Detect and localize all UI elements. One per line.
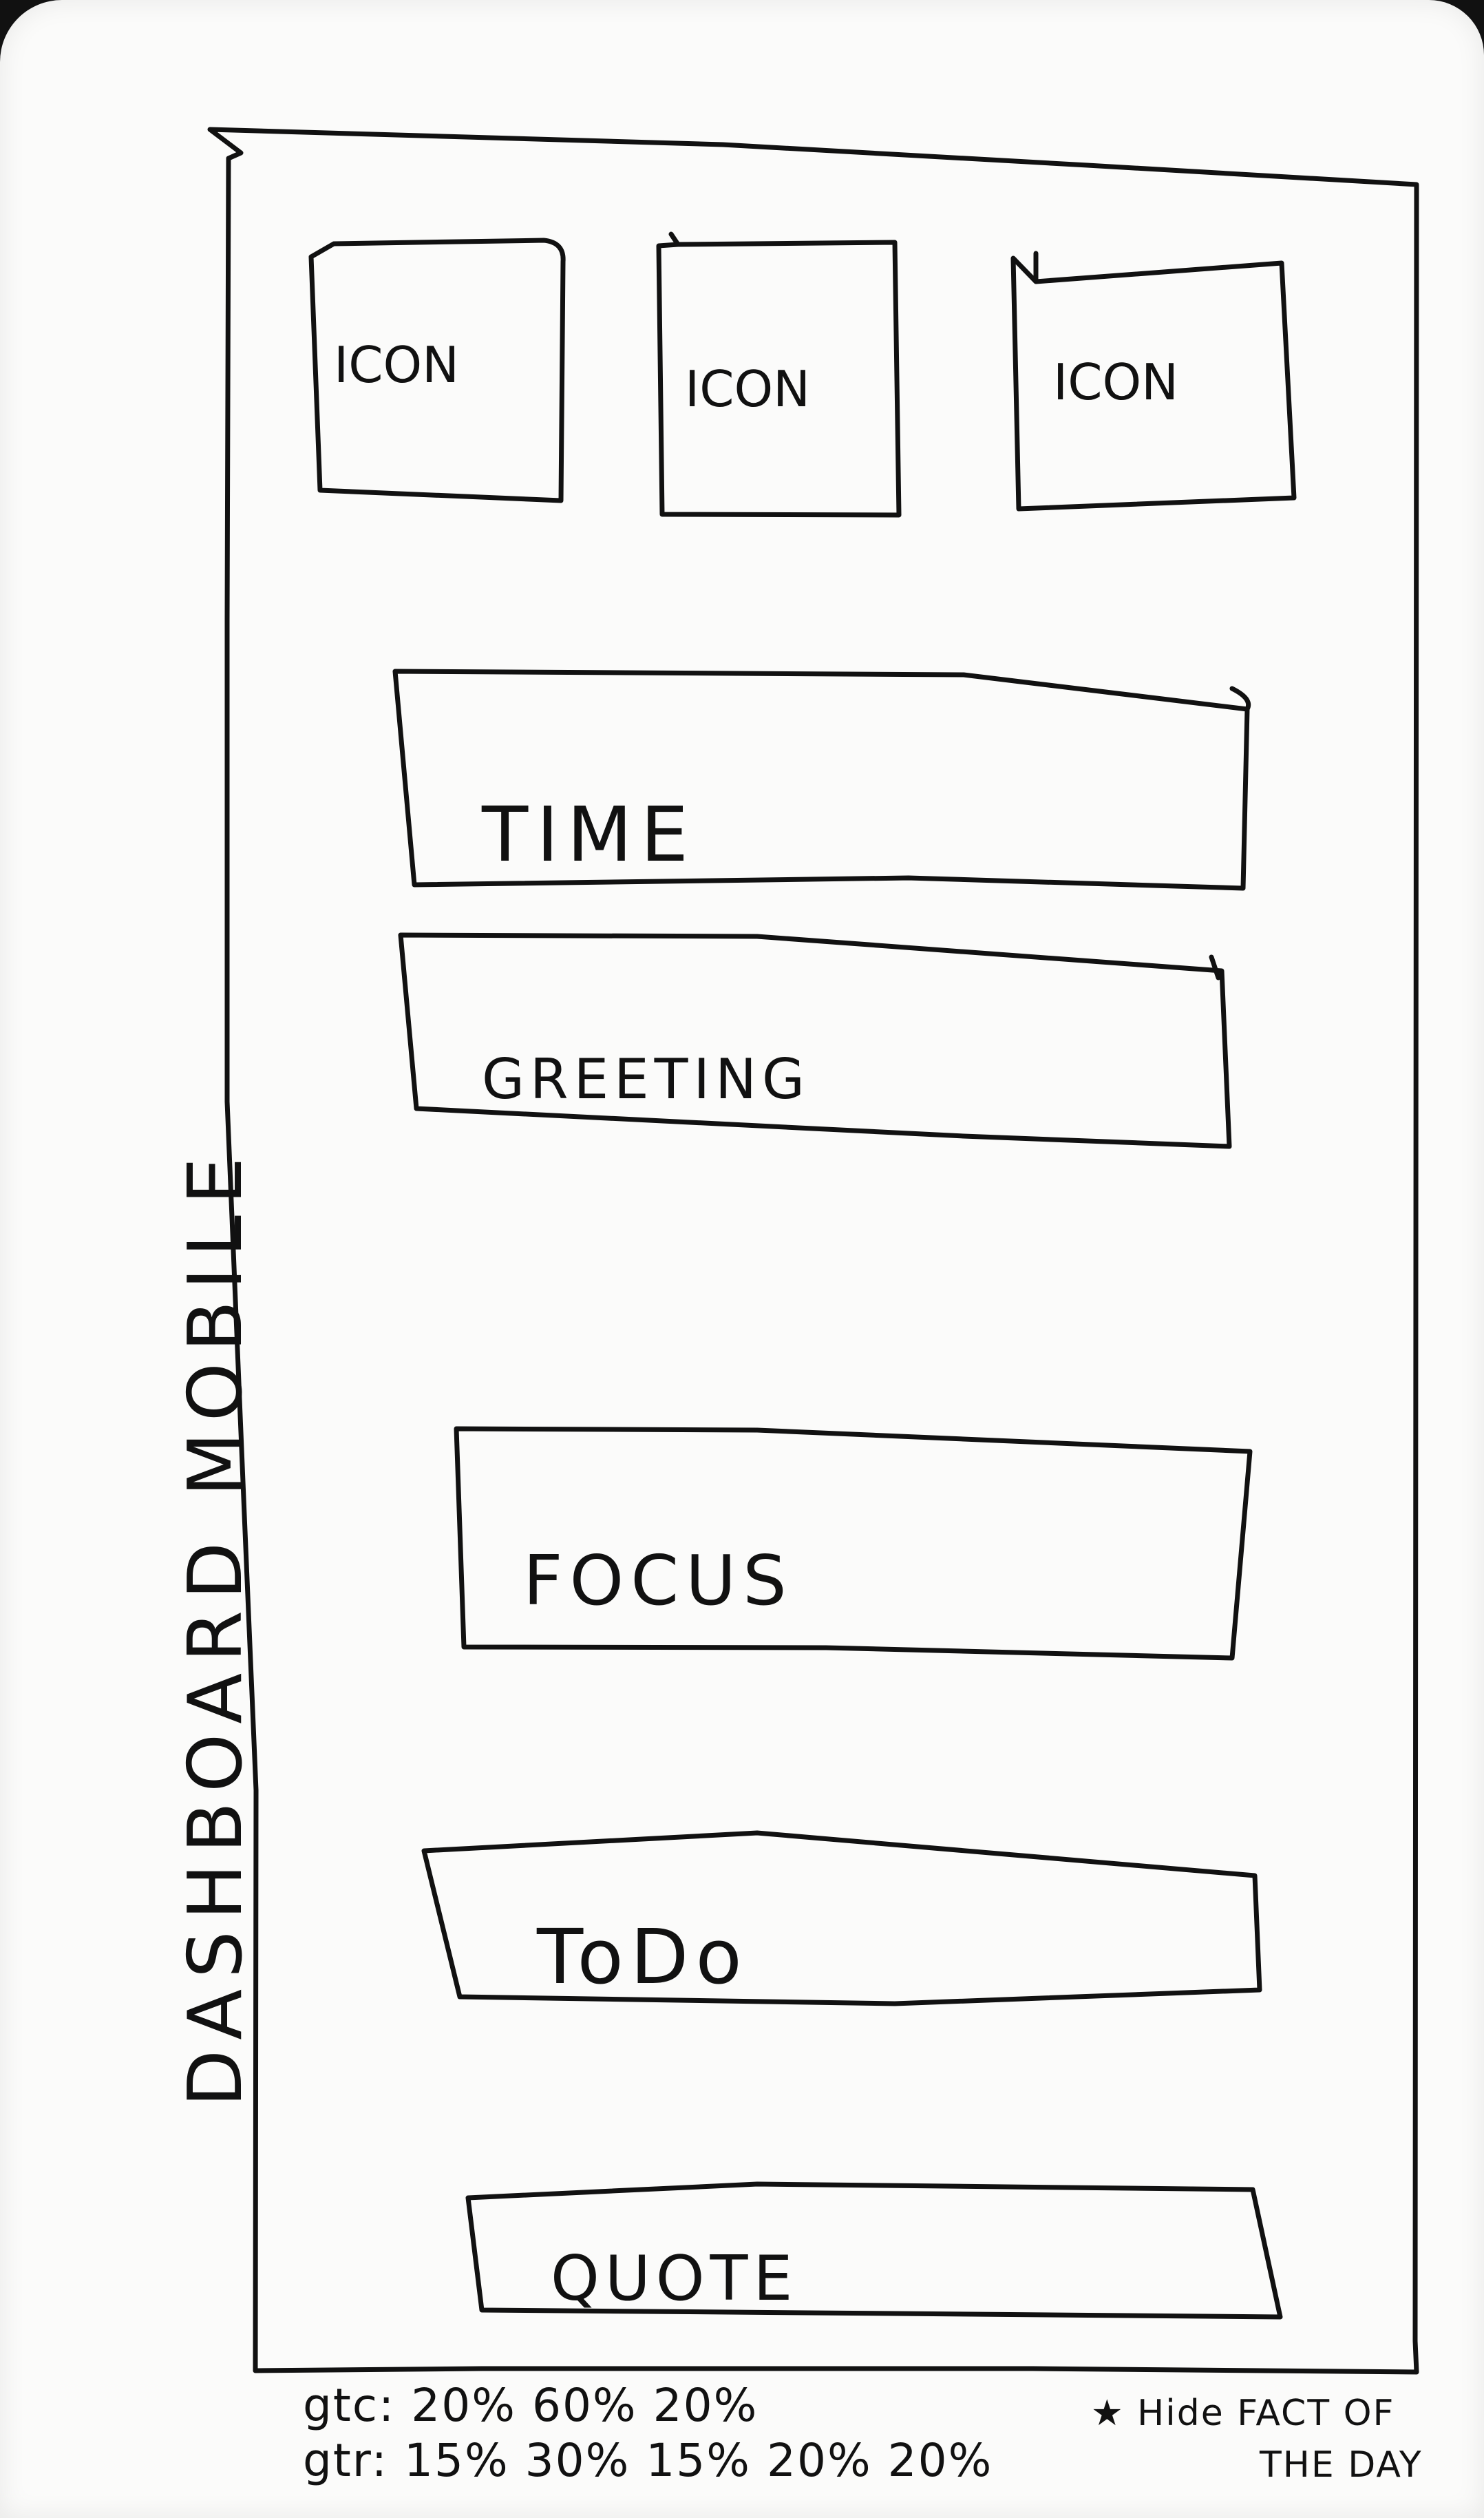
hide-fact-note-line2: THE DAY bbox=[1260, 2444, 1423, 2486]
time-box bbox=[392, 669, 1251, 891]
icon-label-3: ICON bbox=[1053, 353, 1178, 411]
gtr-note: gtr: 15% 30% 15% 20% 20% bbox=[303, 2434, 993, 2487]
greeting-box bbox=[398, 932, 1232, 1149]
gtc-note: gtc: 20% 60% 20% bbox=[303, 2379, 759, 2432]
greeting-label: GREETING bbox=[482, 1047, 810, 1111]
quote-label: QUOTE bbox=[551, 2243, 798, 2315]
focus-label: FOCUS bbox=[523, 1540, 794, 1621]
icon-box-1 bbox=[308, 238, 566, 503]
icon-box-3 bbox=[1010, 251, 1297, 512]
todo-box bbox=[421, 1830, 1262, 2006]
icon-box-2 bbox=[656, 231, 902, 518]
todo-label: ToDo bbox=[536, 1913, 749, 2001]
icon-label-2: ICON bbox=[685, 360, 810, 418]
icon-label-1: ICON bbox=[334, 336, 459, 394]
focus-box bbox=[454, 1426, 1253, 1661]
frame-vertical-label: DASHBOARD MOBILE bbox=[173, 1146, 259, 2107]
mobile-frame bbox=[207, 127, 1419, 2375]
hide-fact-note-line1: ★ Hide FACT OF bbox=[1091, 2393, 1395, 2434]
time-label: TIME bbox=[481, 790, 697, 879]
quote-box bbox=[465, 2181, 1283, 2320]
